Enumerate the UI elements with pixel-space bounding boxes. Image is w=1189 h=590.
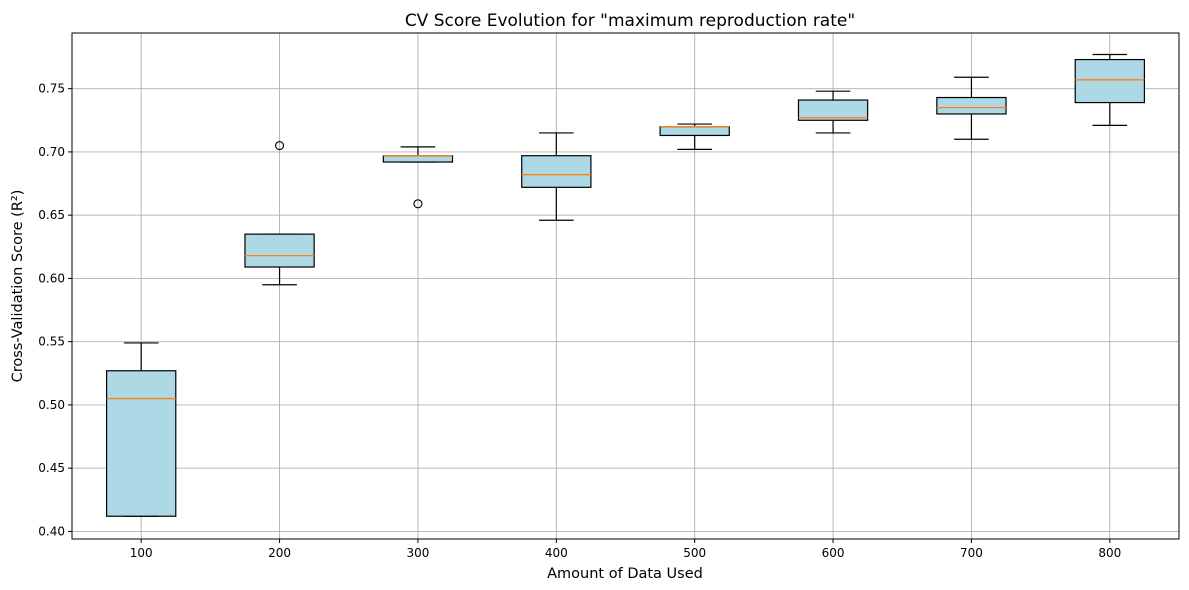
box-iqr [659,126,730,137]
box-group [797,90,869,134]
axis-ticks: 100 200 300 400 500 600 700 800 0.40 0.45 0.50 0.55… [38,82,1121,560]
box-iqr [1074,58,1146,104]
box-iqr [244,233,315,268]
chart-title: CV Score Evolution for "maximum reproduc… [405,11,855,31]
y-tick-label: 0.75 [38,82,65,96]
x-axis-label: Amount of Data Used [547,566,703,582]
x-tick-label: 100 [130,546,153,560]
box-group [1074,53,1146,126]
y-tick-label: 0.60 [38,271,65,285]
box-iqr [521,155,592,188]
x-tick-label: 500 [683,546,706,560]
plot-area-border [71,32,1180,540]
y-tick-label: 0.65 [38,208,65,222]
x-tick-label: 400 [545,546,568,560]
box-group [105,342,177,517]
grid-lines [72,33,1179,539]
box-group [382,146,454,209]
outlier-point [413,199,423,209]
x-tick-label: 600 [822,546,845,560]
y-tick-label: 0.55 [38,335,65,349]
y-tick-label: 0.70 [38,145,65,159]
box-group [521,132,592,221]
box-group [659,123,730,150]
y-tick-label: 0.45 [38,461,65,475]
x-tick-label: 200 [268,546,291,560]
y-axis-label: Cross-Validation Score (R²) [10,190,26,383]
box-group [244,141,315,286]
x-tick-label: 300 [406,546,429,560]
box-group [936,76,1007,140]
x-tick-label: 800 [1098,546,1121,560]
box-iqr [936,96,1007,115]
box-iqr [797,99,869,121]
y-tick-label: 0.40 [38,524,65,538]
box-series [105,53,1146,517]
box-iqr [105,370,177,517]
x-tick-label: 700 [960,546,983,560]
box-iqr [382,155,454,163]
y-tick-label: 0.50 [38,398,65,412]
outlier-point [275,141,285,151]
